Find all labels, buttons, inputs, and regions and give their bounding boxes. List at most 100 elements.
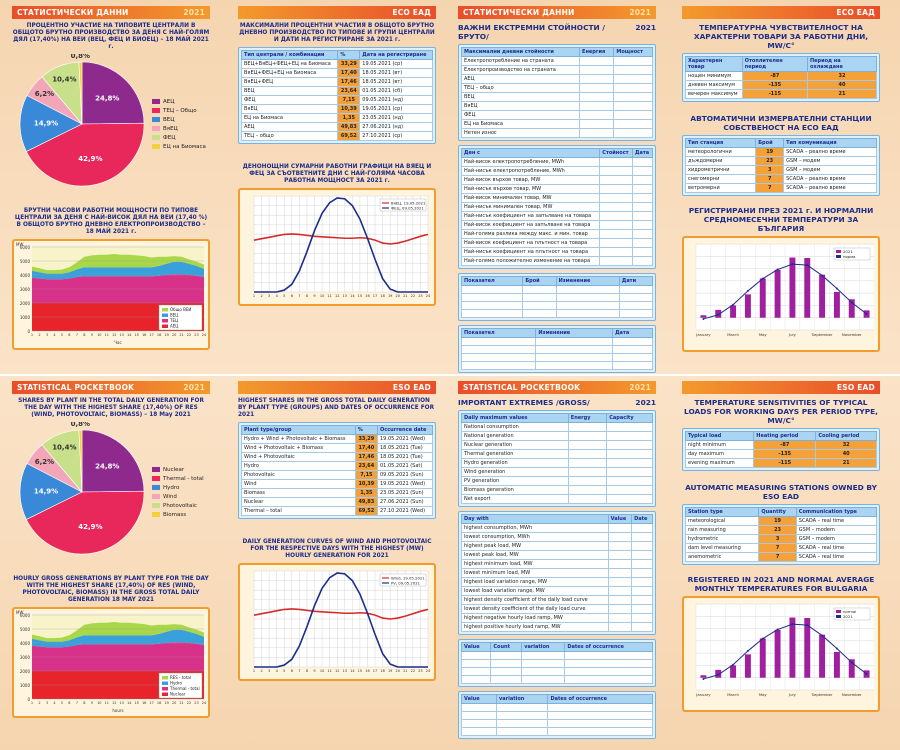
x-tick-label: 16: [365, 669, 369, 673]
legend-swatch: [836, 250, 841, 253]
table-cell: [632, 247, 653, 257]
share-row: ВЕЦ+ВяЕЦ+ФЕЦ+ЕЦ на Биомаса 33,29 19.05.202…: [240, 59, 433, 69]
legend-label: Wind, 19.05.2021: [391, 576, 425, 581]
table-cell: [567, 485, 608, 495]
x-tick-label: 21: [403, 669, 407, 673]
pie-label: 14,9%: [34, 120, 58, 128]
extreme-row: [460, 309, 654, 318]
table-cell: 10,39: [354, 479, 379, 489]
table-cell: дневен максимум: [685, 80, 743, 90]
table-cell: [567, 422, 608, 432]
area-title: БРУТНИ ЧАСОВИ РАБОТНИ МОЩНОСТИ ПО ТИПОВЕ…: [14, 208, 208, 235]
extreme-row: [460, 727, 653, 736]
x-tick-label: March: [727, 332, 739, 337]
x-tick-label: 20: [172, 333, 176, 337]
temp-chart-box: January March May July September November 2021…: [682, 236, 880, 352]
table-cell: highest peak load, MW: [461, 541, 609, 551]
extreme-row: [460, 667, 653, 676]
x-tick-label: 12: [112, 333, 116, 337]
table-cell: night minimum: [684, 440, 755, 450]
extreme-row: PV generation: [461, 476, 653, 486]
table-cell: ВяЕЦ: [240, 104, 339, 114]
extreme-row: lowest minimum load, MW: [461, 568, 653, 578]
x-tick-label: 9: [313, 669, 315, 673]
chart-legend: [833, 607, 871, 621]
table-cell: PV generation: [461, 476, 569, 486]
table-cell: ВяЕЦ+ФЕЦ: [240, 77, 339, 87]
table-cell: 7: [758, 552, 797, 562]
table-cell: [599, 166, 633, 176]
x-tick-label: 24: [426, 669, 431, 673]
legend-label: норма: [843, 254, 855, 259]
table-cell: [618, 301, 654, 310]
table-cell: [631, 577, 653, 587]
table-cell: [606, 476, 653, 486]
table-cell: 3: [758, 534, 797, 544]
x-tick-label: 14: [127, 333, 132, 337]
pie-label: 24,8%: [95, 94, 119, 102]
table-cell: [606, 467, 653, 477]
extremes-title: IMPORTANT EXTREMES /GROSS/2021: [458, 398, 656, 407]
table-cell: ВЕЦ+ВяЕЦ+ФЕЦ+ЕЦ на Биомаса: [240, 59, 339, 69]
pie-label: 42,9%: [78, 523, 102, 531]
extreme-row: lowest peak load, MW: [461, 550, 653, 560]
extremes-table-3: Показател Брой Изменение Дати: [458, 273, 656, 321]
y-tick-label: 3000: [20, 655, 31, 660]
table-cell: 1,35: [354, 488, 379, 498]
x-tick-label: 4: [53, 701, 56, 705]
table-cell: [607, 595, 633, 605]
x-tick-label: 8: [306, 294, 308, 298]
x-tick-label: 3: [268, 669, 270, 673]
table-cell: [607, 577, 633, 587]
normal-point: [850, 301, 853, 304]
share-row: АЕЦ 49,83 27.06.2021 (нд): [240, 122, 433, 132]
table-cell: 27.10.2021 (ср): [359, 131, 433, 141]
table-cell: [606, 440, 653, 450]
x-tick-label: January: [695, 332, 711, 337]
table-cell: -135: [741, 80, 808, 90]
table-cell: 27.06.2021 (Sun): [377, 497, 433, 507]
pie-block: 24,8% 42,9% 14,9% 6,2% 10,4% 0,8% АЕЦ ТЕЦ – О…: [12, 54, 210, 194]
normal-point: [776, 628, 779, 631]
table-cell: [579, 56, 615, 66]
table-cell: 17,40: [337, 68, 361, 78]
x-unit: hours: [112, 708, 123, 713]
pie-label: 42,9%: [78, 155, 102, 163]
table-cell: [631, 613, 653, 623]
table-cell: [535, 337, 614, 346]
table-cell: [567, 467, 608, 477]
x-tick-label: 18: [380, 294, 384, 298]
x-tick-label: 1: [31, 701, 33, 705]
table-cell: [579, 74, 615, 84]
table-cell: [599, 229, 633, 239]
table-cell: 33,29: [354, 434, 379, 444]
normal-point: [776, 268, 779, 271]
table-cell: Nuclear: [241, 497, 356, 507]
table-cell: 40: [815, 449, 877, 459]
extreme-row: Най-нисък коефициент на плътност на това…: [460, 247, 653, 257]
table-cell: [631, 559, 653, 569]
temp-bar: [833, 291, 840, 318]
extreme-row: Biomass generation: [461, 485, 653, 495]
table-cell: rain measuring: [684, 525, 760, 535]
pie-label: 24,8%: [95, 462, 119, 470]
x-tick-label: 11: [327, 294, 331, 298]
station-row: дъждомерни 23 GSM – модем: [684, 156, 877, 166]
table-cell: GSM – modem: [795, 525, 878, 535]
temp-bar: [789, 617, 796, 678]
legend-label: ВяЕЦ, 19.05.2021: [391, 201, 426, 206]
extreme-row: Нетен износ: [460, 128, 653, 138]
temp-bar: [774, 629, 781, 678]
share-row: Hydro 23,64 01.05.2021 (Sat): [241, 461, 433, 471]
normal-point: [806, 624, 809, 627]
table-cell: [612, 361, 653, 370]
x-tick-label: 24: [426, 294, 431, 298]
table-cell: GSM – модем: [783, 165, 877, 175]
x-tick-label: 16: [365, 294, 369, 298]
extreme-row: Електропотребление на страната: [460, 56, 653, 66]
table-cell: [460, 651, 492, 660]
extreme-row: Най-висок минимален товар, MW: [460, 193, 653, 203]
x-tick-label: 21: [179, 333, 183, 337]
table-cell: [631, 622, 653, 632]
table-cell: [547, 727, 653, 736]
